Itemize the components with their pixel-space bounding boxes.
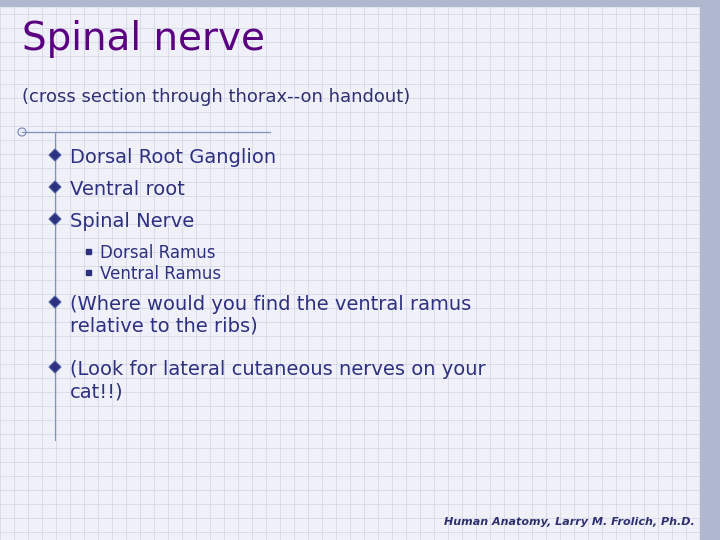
Text: (Look for lateral cutaneous nerves on your
cat!!): (Look for lateral cutaneous nerves on yo…: [70, 360, 485, 401]
Bar: [86, 269, 91, 274]
Text: Ventral root: Ventral root: [70, 180, 185, 199]
Text: (cross section through thorax--on handout): (cross section through thorax--on handou…: [22, 88, 410, 106]
Text: Ventral Ramus: Ventral Ramus: [100, 265, 221, 283]
Text: Dorsal Root Ganglion: Dorsal Root Ganglion: [70, 148, 276, 167]
Polygon shape: [49, 181, 61, 193]
Polygon shape: [49, 213, 61, 225]
Bar: [0, 0, 720, 6]
Polygon shape: [49, 361, 61, 373]
Text: (Where would you find the ventral ramus
relative to the ribs): (Where would you find the ventral ramus …: [70, 295, 472, 336]
Text: Spinal Nerve: Spinal Nerve: [70, 212, 194, 231]
Text: Dorsal Ramus: Dorsal Ramus: [100, 244, 215, 262]
Polygon shape: [49, 296, 61, 308]
Text: Spinal nerve: Spinal nerve: [22, 20, 265, 58]
Bar: [700, 0, 720, 540]
Bar: [86, 248, 91, 253]
Text: Human Anatomy, Larry M. Frolich, Ph.D.: Human Anatomy, Larry M. Frolich, Ph.D.: [444, 517, 695, 527]
Polygon shape: [49, 149, 61, 161]
